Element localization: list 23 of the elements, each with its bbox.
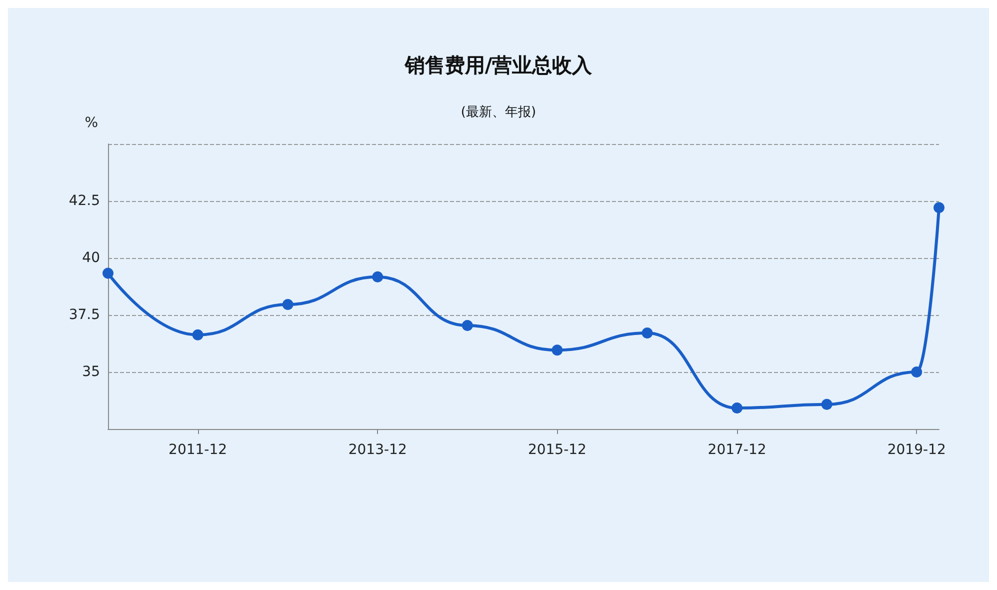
point bbox=[462, 320, 473, 331]
point bbox=[282, 299, 294, 310]
point bbox=[911, 366, 922, 378]
x-tick-label: 2013-12 bbox=[348, 442, 407, 458]
y-tick-label: 40 bbox=[82, 250, 100, 266]
point bbox=[732, 402, 743, 414]
y-tick-label: 35 bbox=[82, 364, 100, 380]
point bbox=[934, 202, 944, 214]
point bbox=[552, 344, 563, 356]
point bbox=[372, 271, 384, 282]
x-tick-label: 2019-12 bbox=[887, 442, 946, 458]
x-tick-label: 2011-12 bbox=[168, 442, 228, 458]
x-tick-label: 2015-12 bbox=[528, 442, 586, 458]
point bbox=[192, 329, 204, 340]
y-tick-label: 42.5 bbox=[68, 193, 100, 209]
chart-subtitle: (最新、年报) bbox=[460, 105, 536, 120]
x-tick-label: 2017-12 bbox=[708, 442, 766, 458]
y-tick-label: 37.5 bbox=[68, 307, 100, 323]
point bbox=[642, 328, 653, 339]
chart-title: 销售费用/营业总收入 bbox=[404, 53, 594, 77]
point bbox=[821, 398, 832, 410]
point bbox=[102, 268, 114, 279]
y-axis-title: % bbox=[84, 115, 98, 131]
